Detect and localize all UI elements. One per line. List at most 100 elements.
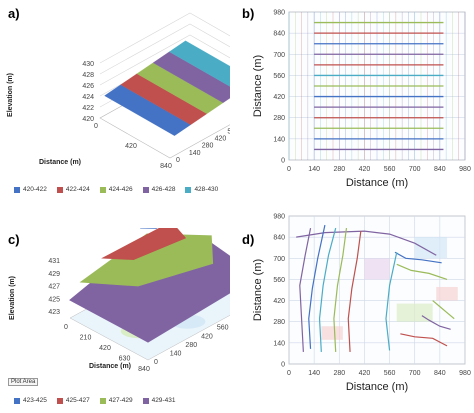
x-tick-label: 420 <box>359 166 371 173</box>
contour-line <box>400 333 448 347</box>
y-tick-label: 140 <box>189 150 201 157</box>
contour-line <box>394 251 442 264</box>
contour-line <box>333 228 348 352</box>
y-tick-label: 280 <box>202 143 214 150</box>
legend-swatch <box>56 186 63 193</box>
legend-swatch <box>185 186 192 193</box>
z-tick-label: 431 <box>48 258 60 265</box>
x-axis-label: Distance (m) <box>346 381 408 393</box>
z-axis-label: Elevation (m) <box>7 73 14 117</box>
z-axis-label: Elevation (m) <box>9 276 16 320</box>
x-tick-label: 700 <box>409 166 421 173</box>
x-tick-label: 840 <box>434 166 446 173</box>
contour-line <box>432 300 455 320</box>
y-tick-label: 280 <box>273 115 285 122</box>
legend-swatch <box>14 186 20 193</box>
x-tick-label: 980 <box>459 370 471 377</box>
legend-label: 427-429 <box>108 397 133 404</box>
y-tick-label: 280 <box>185 342 197 349</box>
surface-band <box>101 228 187 261</box>
z-tick-label: 420 <box>82 116 94 123</box>
surface-band <box>152 51 230 103</box>
y-tick-label: 420 <box>201 333 213 340</box>
legend-label: 420-422 <box>23 186 47 193</box>
x-tick-label: 560 <box>384 370 396 377</box>
y-tick-label: 280 <box>273 319 285 326</box>
x-tick-label: 420 <box>99 345 111 352</box>
legend-swatch <box>56 397 63 404</box>
legend-item: 420-422 <box>14 186 47 193</box>
y-tick-label: 700 <box>273 256 285 263</box>
x-tick-label: 630 <box>119 356 131 363</box>
x-tick-label: 560 <box>384 166 396 173</box>
panel-c-legend: 423-425 425-427 427-429 429-431 <box>14 397 175 404</box>
z-tick-label: 426 <box>82 83 94 90</box>
y-tick-label: 0 <box>154 359 158 366</box>
y-axis-label: Distance (m) <box>252 259 264 321</box>
panel-d-contour-chart: 0 140 280 420 560 700 840 980 0 140 280 420 560 700 84… <box>252 214 471 394</box>
legend-swatch <box>14 397 20 404</box>
contour-line <box>296 230 437 256</box>
z-tick-label: 428 <box>82 72 94 79</box>
x-tick-label: 210 <box>80 335 92 342</box>
background-patch <box>321 326 343 340</box>
x-tick-label: 980 <box>459 166 471 173</box>
y-tick-label: 560 <box>273 73 285 80</box>
y-tick-label: 0 <box>281 158 285 165</box>
x-tick-label: 700 <box>409 370 421 377</box>
background-patch <box>364 258 390 280</box>
x-axis-label: Distance (m) <box>346 177 408 189</box>
legend-swatch <box>142 186 149 193</box>
contour-line <box>347 231 362 352</box>
z-tick-label: 427 <box>48 284 60 291</box>
x-tick-label: 280 <box>333 370 345 377</box>
z-tick-label: 430 <box>82 61 94 68</box>
legend-item: 426-428 <box>142 186 175 193</box>
legend-item: 428-430 <box>185 186 218 193</box>
x-axis-label: Distance (m) <box>89 363 131 370</box>
x-tick-label: 140 <box>308 370 320 377</box>
legend-swatch <box>99 397 106 404</box>
y-tick-label: 560 <box>217 325 229 332</box>
x-tick-label: 0 <box>64 324 68 331</box>
x-tick-label: 140 <box>308 166 320 173</box>
legend-label: 425-427 <box>65 397 90 404</box>
y-tick-label: 420 <box>273 298 285 305</box>
x-tick-label: 840 <box>138 366 150 373</box>
y-tick-label: 140 <box>170 350 182 357</box>
z-tick-label: 429 <box>48 271 60 278</box>
legend-label: 423-425 <box>23 397 47 404</box>
x-axis-label: Distance (m) <box>39 159 81 166</box>
legend-item: 424-426 <box>99 186 133 193</box>
contour-line <box>299 227 312 352</box>
x-tick-label: 280 <box>333 166 345 173</box>
y-tick-label: 840 <box>273 235 285 242</box>
legend-item: 427-429 <box>99 397 133 404</box>
panel-b-contour-chart: 0 140 280 420 560 700 840 980 0 140 280 420 560 700 84… <box>252 10 471 190</box>
x-tick-label: 0 <box>94 123 98 130</box>
panel-a-letter: a) <box>8 6 20 21</box>
panel-c-letter: c) <box>8 232 20 247</box>
x-tick-label: 420 <box>359 370 371 377</box>
x-tick-label: 840 <box>434 370 446 377</box>
x-tick-label: 420 <box>125 143 137 150</box>
y-tick-label: 140 <box>273 340 285 347</box>
contour-line <box>396 263 448 280</box>
y-tick-label: 560 <box>273 277 285 284</box>
legend-swatch <box>99 186 106 193</box>
contour-line <box>421 315 451 330</box>
wall-gridline <box>99 34 230 86</box>
legend-label: 422-424 <box>65 186 90 193</box>
wall-gridline <box>99 12 230 64</box>
legend-label: 424-426 <box>108 186 133 193</box>
y-tick-label: 980 <box>273 10 285 17</box>
y-tick-label: 420 <box>273 94 285 101</box>
y-tick-label: 700 <box>273 52 285 59</box>
y-tick-label: 0 <box>176 157 180 164</box>
contour-line <box>385 252 398 351</box>
x-tick-label: 840 <box>160 163 172 170</box>
z-tick-label: 425 <box>48 296 60 303</box>
plot-area-tag: Plot Area <box>8 378 39 386</box>
legend-item: 423-425 <box>14 397 47 404</box>
